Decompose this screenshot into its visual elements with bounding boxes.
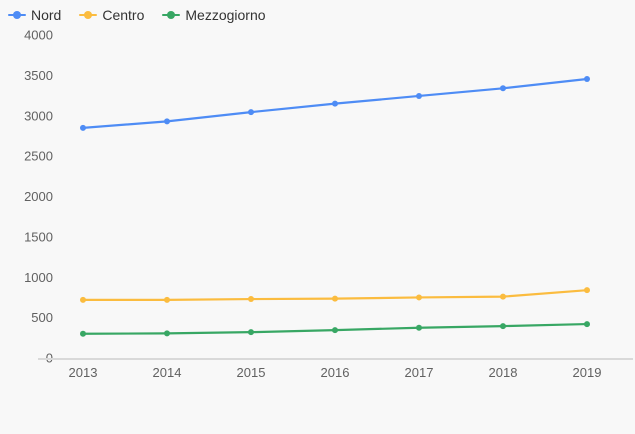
y-axis-tick-label: 4000 bbox=[24, 28, 53, 43]
data-point-centro bbox=[500, 293, 506, 300]
nord-series-marker-icon bbox=[8, 10, 26, 20]
data-point-centro bbox=[416, 294, 422, 301]
data-point-nord bbox=[164, 118, 170, 125]
data-point-mezzogiorno bbox=[584, 321, 590, 328]
data-point-centro bbox=[164, 296, 170, 303]
y-axis-tick-label: 2500 bbox=[24, 149, 53, 164]
data-point-nord bbox=[584, 76, 590, 83]
chart-legend: Nord Centro Mezzogiorno bbox=[8, 6, 266, 24]
legend-label-mezzogiorno: Mezzogiorno bbox=[185, 7, 266, 23]
x-axis-tick-label: 2015 bbox=[237, 365, 266, 380]
y-axis-tick-label: 3500 bbox=[24, 68, 53, 83]
legend-label-centro: Centro bbox=[102, 7, 145, 23]
x-axis-tick-label: 2016 bbox=[321, 365, 350, 380]
x-axis-tick-label: 2017 bbox=[405, 365, 434, 380]
x-axis-tick-label: 2014 bbox=[153, 365, 182, 380]
data-point-mezzogiorno bbox=[164, 330, 170, 337]
data-point-mezzogiorno bbox=[416, 324, 422, 331]
y-axis-tick-label: 500 bbox=[31, 310, 53, 325]
data-point-mezzogiorno bbox=[332, 327, 338, 334]
data-point-nord bbox=[80, 124, 86, 131]
y-axis-tick-label: 2000 bbox=[24, 189, 53, 204]
data-point-nord bbox=[416, 92, 422, 99]
data-point-nord bbox=[500, 85, 506, 92]
centro-series-marker-icon bbox=[79, 10, 98, 20]
legend-item-mezzogiorno: Mezzogiorno bbox=[162, 6, 266, 24]
mezzogiorno-series-marker-icon bbox=[162, 10, 181, 20]
data-point-nord bbox=[332, 100, 338, 107]
x-axis-tick-label: 2018 bbox=[489, 365, 518, 380]
data-point-nord bbox=[248, 109, 254, 116]
data-point-centro bbox=[248, 296, 254, 303]
data-point-mezzogiorno bbox=[500, 323, 506, 330]
x-axis-tick-label: 2013 bbox=[69, 365, 98, 380]
legend-item-nord: Nord bbox=[8, 6, 61, 24]
data-point-centro bbox=[332, 295, 338, 302]
legend-item-centro: Centro bbox=[79, 6, 144, 24]
data-point-mezzogiorno bbox=[248, 329, 254, 336]
y-axis-tick-label: 1500 bbox=[24, 229, 53, 244]
data-point-centro bbox=[80, 296, 86, 303]
data-point-mezzogiorno bbox=[80, 330, 86, 337]
y-axis-tick-label: 3000 bbox=[24, 108, 53, 123]
x-axis-tick-label: 2019 bbox=[573, 365, 602, 380]
legend-label-nord: Nord bbox=[31, 7, 62, 23]
y-axis-tick-label: 1000 bbox=[24, 270, 53, 285]
data-point-centro bbox=[584, 287, 590, 294]
